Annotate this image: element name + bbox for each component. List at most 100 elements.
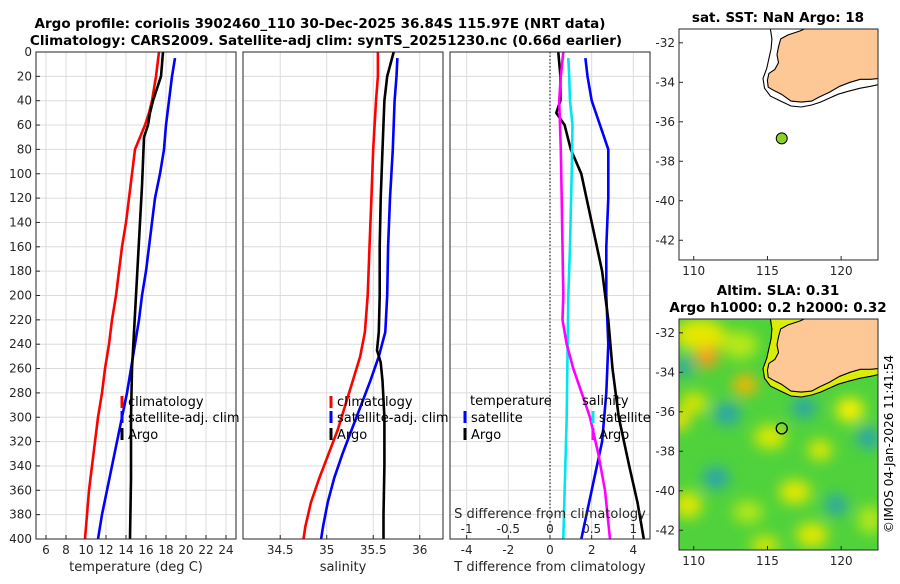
- series-line-t-satellite: [580, 57, 610, 540]
- sla-anomaly-blob: [733, 375, 757, 395]
- sla-anomaly-blob: [825, 495, 847, 515]
- depth-ticks: 0 20 40 60 80 100 120 140 160 180 200 220 240 260 280 3…: [9, 45, 40, 546]
- sla-map-title-line1: Altim. SLA: 0.31: [717, 283, 839, 299]
- y-tick-label: 340: [9, 459, 32, 473]
- sla-anomaly-blob: [792, 398, 816, 418]
- sla-anomaly-blob: [679, 358, 693, 376]
- y-tick-label: 400: [9, 532, 32, 546]
- y-tick-label: 60: [17, 118, 32, 132]
- y-tick-label: 0: [24, 45, 32, 59]
- sla-anomaly-blob: [836, 398, 864, 422]
- imos-watermark: ©IMOS 04-Jan-2026 11:41:54: [882, 355, 896, 533]
- legend-argo-label: Argo: [128, 428, 158, 443]
- sla-anomaly-blob: [796, 523, 828, 547]
- map-x-tick-label: 120: [830, 554, 853, 568]
- sla-anomaly-blob: [703, 467, 729, 489]
- map-y-tick-label: -38: [655, 154, 675, 168]
- figure-title-line2: Climatology: CARS2009. Satellite-adj cli…: [30, 33, 622, 49]
- sst-map-frame: [678, 28, 879, 261]
- difference-panel: -4 -2 0 2 4 -1 -0.5 0 0.5 1 T difference from cli…: [449, 51, 651, 575]
- salinity-legend: climatology satellite-adj. clim Argo: [329, 395, 449, 443]
- y-tick-label: 300: [9, 410, 32, 424]
- difference-xlabel: T difference from climatology: [453, 560, 646, 575]
- difference-frame: [449, 51, 651, 540]
- y-tick-label: 100: [9, 167, 32, 181]
- x-tick-label: 8: [62, 543, 70, 557]
- sla-land: [767, 319, 878, 393]
- y-tick-label: 40: [17, 94, 32, 108]
- legend-climatology-label: climatology: [128, 395, 204, 410]
- temperature-panel: 6 8 10 12 14 16 18 20 22 24 0 20 40 60 80 100 120 140 160…: [9, 45, 240, 575]
- sla-anomaly-blob: [779, 480, 811, 504]
- series-line-climatology: [83, 51, 161, 540]
- series-line-satellite-adj-clim: [96, 57, 177, 540]
- difference-grid: [450, 52, 650, 539]
- y-tick-label: 220: [9, 313, 32, 327]
- top-x-tick-label: 1: [630, 522, 638, 536]
- sla-field: [679, 319, 878, 550]
- salinity-panel: 34.5 35 35.5 36 salinity climatology satell…: [242, 51, 449, 575]
- difference-legend-temperature: temperature satellite Argo: [463, 394, 552, 443]
- x-tick-label: -2: [502, 543, 514, 557]
- map-x-tick-label: 120: [830, 264, 853, 278]
- x-tick-label: 35: [319, 543, 334, 557]
- difference-legend-salinity: salinity satellite Argo: [582, 394, 651, 443]
- sst-map: sat. SST: NaN Argo: 18 110 115 120 -32 -34 -3…: [655, 10, 879, 278]
- y-tick-label: 180: [9, 264, 32, 278]
- x-tick-label: 18: [158, 543, 173, 557]
- temperature-ticks: 6 8 10 12 14 16 18 20 22 24: [42, 535, 234, 557]
- salinity-ticks: 34.5 35 35.5 36: [267, 535, 427, 557]
- temperature-xlabel: temperature (deg C): [69, 560, 203, 575]
- x-tick-label: -4: [461, 543, 473, 557]
- legend-satellite-label: satellite-adj. clim: [128, 411, 240, 426]
- map-y-tick-label: -34: [655, 75, 675, 89]
- sst-map-title: sat. SST: NaN Argo: 18: [692, 10, 864, 26]
- sla-anomaly-blob: [679, 319, 726, 351]
- series-line-argo: [128, 51, 165, 540]
- top-x-tick-label: 0: [546, 522, 554, 536]
- legend-argo-label: Argo: [337, 428, 367, 443]
- salinity-frame: [242, 51, 444, 540]
- x-tick-label: 2: [588, 543, 596, 557]
- legend-s-satellite-label: satellite: [599, 411, 651, 426]
- map-x-tick-label: 110: [682, 264, 705, 278]
- sla-anomaly-blob: [679, 492, 702, 518]
- y-tick-label: 360: [9, 483, 32, 497]
- x-tick-label: 16: [138, 543, 153, 557]
- sst-coastline: [766, 29, 878, 103]
- y-tick-label: 200: [9, 289, 32, 303]
- salinity-grid: [243, 52, 443, 539]
- map-y-tick-label: -34: [655, 365, 675, 379]
- sla-anomaly-blob: [754, 425, 786, 449]
- legend-salinity-title: salinity: [582, 394, 629, 409]
- legend-t-satellite-label: satellite: [471, 411, 523, 426]
- sla-anomaly-blob: [733, 501, 763, 523]
- sla-anomaly-blob: [680, 392, 708, 414]
- legend-climatology-label: climatology: [337, 395, 413, 410]
- map-x-tick-label: 110: [682, 554, 705, 568]
- sla-shelf: [763, 319, 878, 397]
- x-tick-label: 4: [630, 543, 638, 557]
- map-y-tick-label: -40: [655, 194, 675, 208]
- sla-anomaly-blob: [808, 440, 832, 460]
- sla-anomaly-blob: [679, 410, 689, 430]
- x-tick-label: 12: [98, 543, 113, 557]
- sla-anomaly-blob: [696, 346, 718, 368]
- y-tick-label: 20: [17, 69, 32, 83]
- series-line-satellite-adj-clim: [319, 58, 399, 540]
- sla-anomaly-blob: [858, 506, 878, 534]
- map-y-tick-label: -32: [655, 36, 675, 50]
- sla-map-ticks: 110 115 120 -32 -34 -36 -38 -40 -42: [655, 326, 852, 568]
- sla-map-frame: [678, 318, 879, 551]
- map-y-tick-label: -42: [655, 523, 675, 537]
- y-tick-label: 280: [9, 386, 32, 400]
- x-tick-label: 36: [412, 543, 427, 557]
- y-tick-label: 120: [9, 191, 32, 205]
- sla-anomaly-blob: [722, 331, 758, 359]
- sla-anomaly-blob: [857, 427, 878, 449]
- legend-temperature-title: temperature: [470, 394, 552, 409]
- sst-map-ticks: 110 115 120 -32 -34 -36 -38 -40 -42: [655, 36, 852, 278]
- y-tick-label: 320: [9, 435, 32, 449]
- temperature-frame: [35, 51, 237, 540]
